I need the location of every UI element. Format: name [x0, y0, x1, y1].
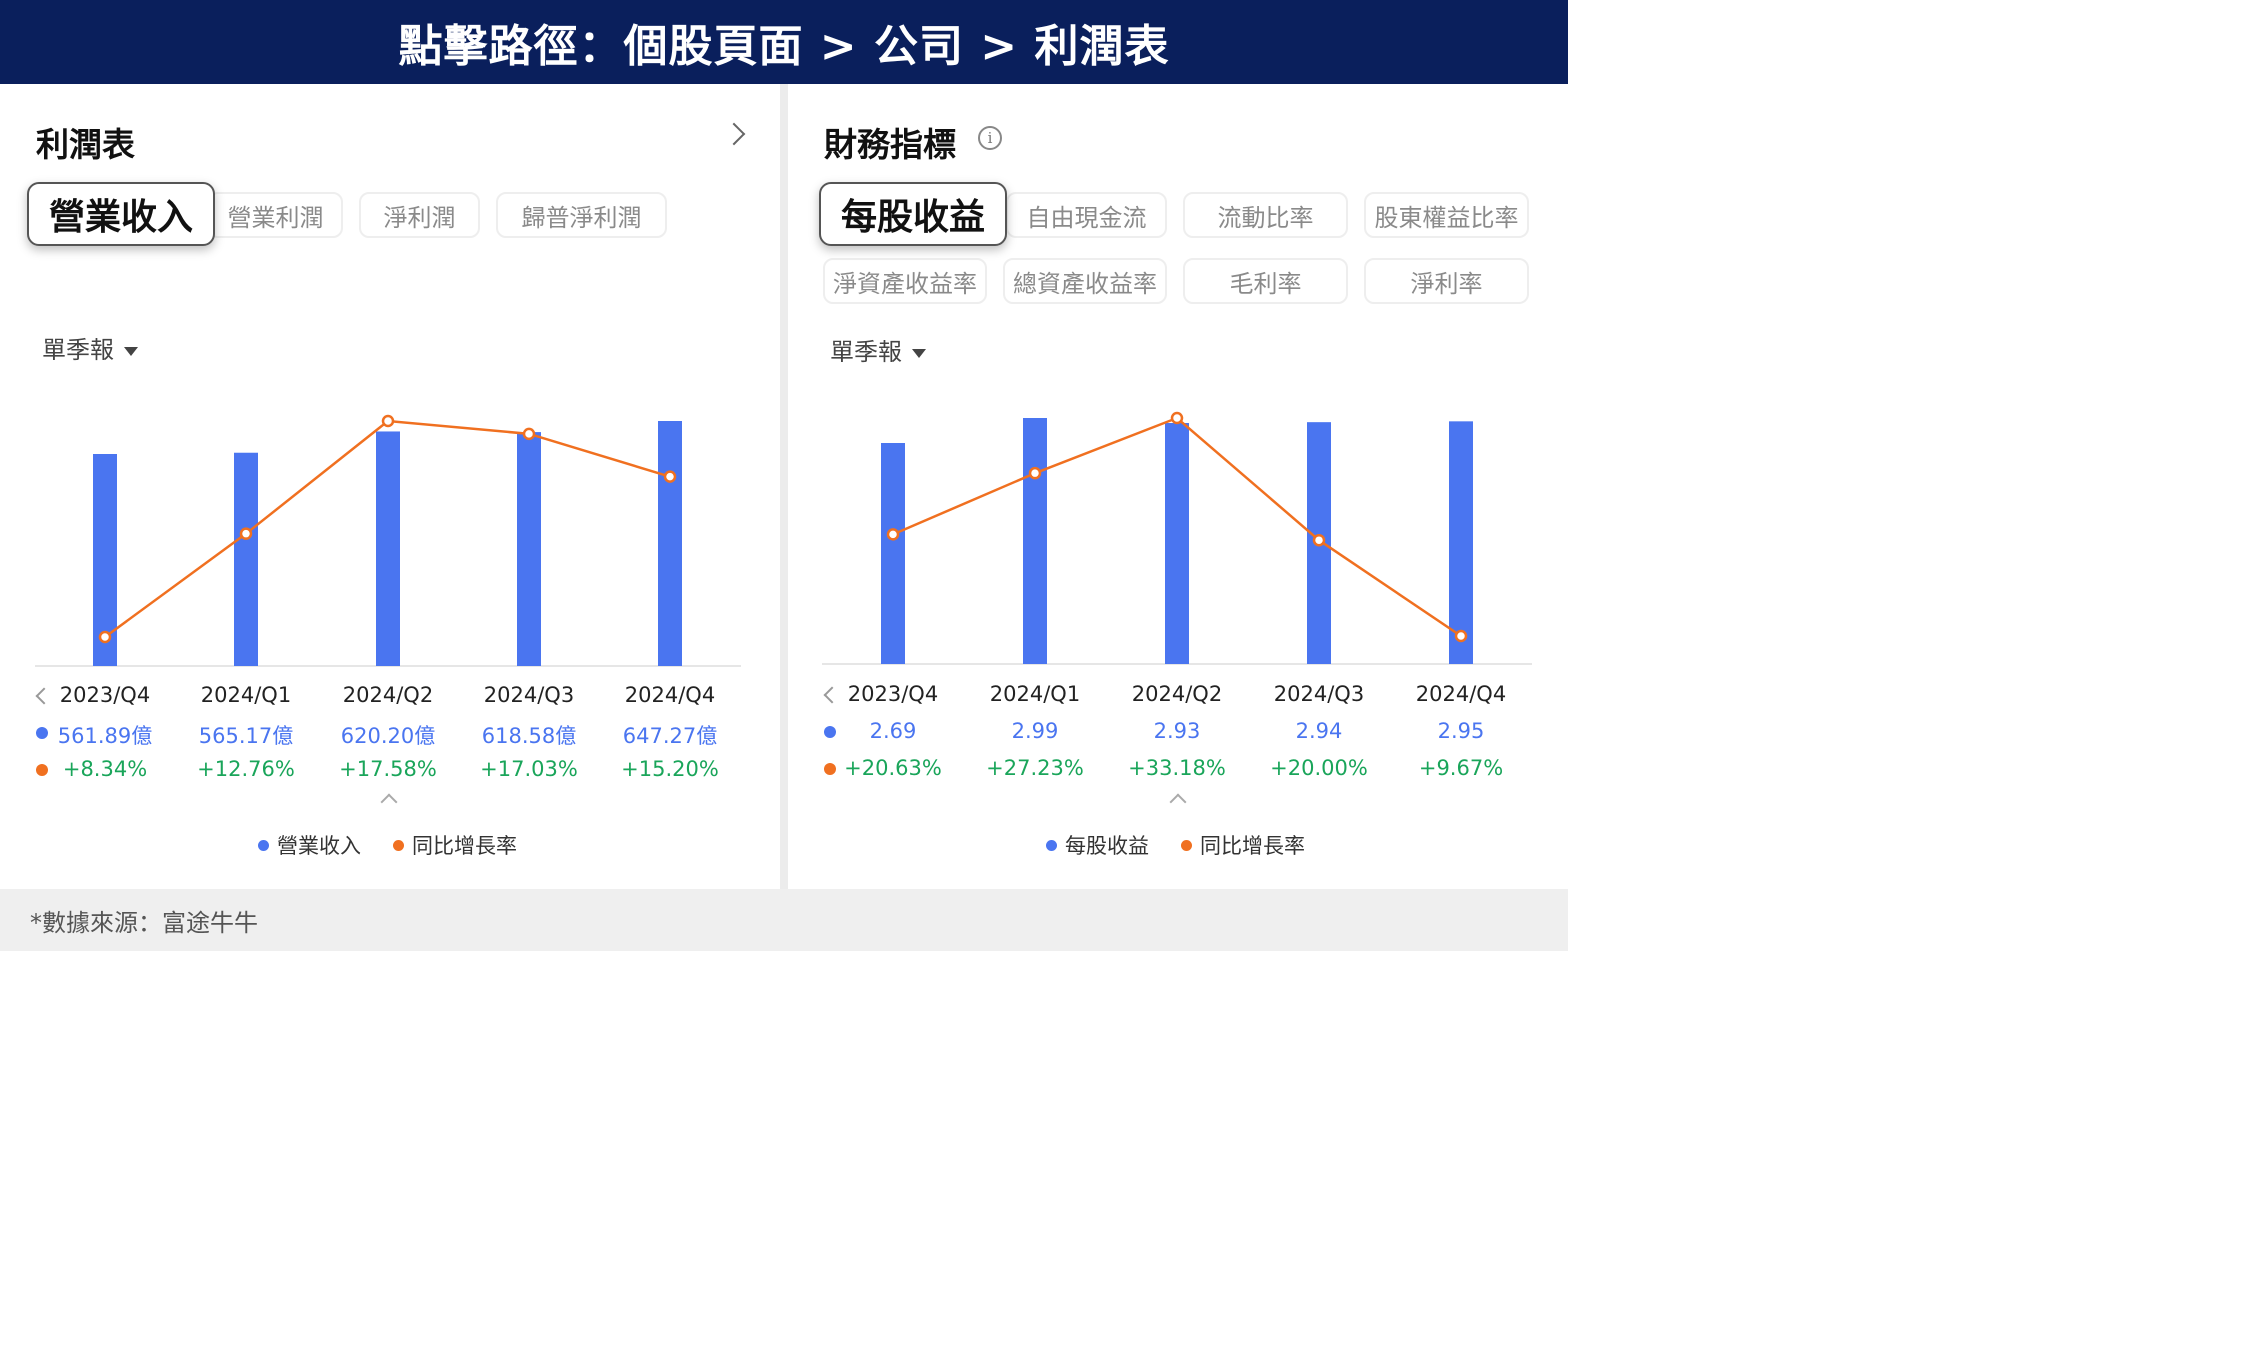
category-label: 2024/Q2 — [1131, 682, 1223, 706]
bar-value-label: 618.58億 — [481, 724, 577, 748]
yoy-value-label: +12.76% — [197, 757, 295, 781]
bar-value-label: 2.69 — [869, 719, 917, 743]
yoy-value-label: +17.03% — [480, 757, 578, 781]
financial-indicators-panel: 財務指標 i 每股收益 自由現金流 流動比率 股東權益比率 淨資產收益率 總資產… — [788, 84, 1568, 889]
bar-value-label: 620.20億 — [340, 724, 436, 748]
line-series-dot — [824, 763, 836, 775]
bar-value-label: 2.99 — [1011, 719, 1059, 743]
line-point-2023/Q4[interactable] — [98, 630, 112, 644]
line-point-2024/Q1[interactable] — [239, 527, 253, 540]
tab-revenue[interactable]: 營業收入 — [27, 182, 215, 246]
tab-net-margin[interactable]: 淨利率 — [1364, 258, 1529, 304]
tab-roa[interactable]: 總資產收益率 — [1003, 258, 1167, 304]
panel-title: 利潤表 — [36, 125, 135, 164]
chart-legend: 每股收益 同比增長率 — [1046, 830, 1337, 860]
period-label: 單季報 — [830, 338, 902, 366]
line-point-2024/Q4[interactable] — [663, 470, 677, 483]
tab-free-cash-flow[interactable]: 自由現金流 — [1006, 192, 1167, 238]
tab-roe[interactable]: 淨資產收益率 — [823, 258, 987, 304]
line-point-2024/Q4[interactable] — [1454, 629, 1468, 643]
category-label: 2023/Q4 — [59, 683, 151, 707]
tab-current-ratio[interactable]: 流動比率 — [1183, 192, 1348, 238]
yoy-value-label: +27.23% — [986, 756, 1084, 780]
line-point-2024/Q3[interactable] — [1312, 533, 1326, 547]
bar-2024/Q1[interactable] — [1023, 418, 1047, 664]
period-selector[interactable]: 單季報 — [42, 330, 138, 365]
line-point-2023/Q4[interactable] — [886, 528, 900, 541]
category-label: 2023/Q4 — [847, 682, 939, 706]
yoy-value-label: +20.63% — [844, 756, 942, 780]
footer: *數據來源：富途牛牛 — [0, 889, 1568, 951]
bar-value-label: 2.95 — [1437, 719, 1485, 743]
bar-value-label: 647.27億 — [622, 724, 718, 748]
bar-2024/Q2[interactable] — [1165, 423, 1189, 664]
legend-bar-dot — [258, 839, 269, 851]
yoy-value-label: +17.58% — [339, 757, 437, 781]
yoy-value-label: +15.20% — [621, 757, 719, 781]
yoy-value-label: +33.18% — [1128, 756, 1226, 780]
category-label: 2024/Q3 — [1273, 682, 1365, 706]
caret-down-icon — [124, 346, 138, 356]
eps-chart — [822, 411, 1532, 665]
tab-operating-profit[interactable]: 營業利潤 — [208, 192, 343, 238]
panel-divider — [780, 84, 788, 889]
data-source: *數據來源：富途牛牛 — [30, 909, 258, 937]
tab-gross-margin[interactable]: 毛利率 — [1183, 258, 1348, 304]
yoy-value-label: +8.34% — [62, 757, 148, 781]
tab-equity-ratio[interactable]: 股東權益比率 — [1364, 192, 1529, 238]
bar-2023/Q4[interactable] — [881, 443, 905, 664]
info-icon[interactable]: i — [978, 126, 1002, 150]
bar-2024/Q1[interactable] — [234, 452, 258, 666]
chart-legend: 營業收入 同比增長率 — [258, 830, 549, 860]
bar-series-dot — [824, 726, 836, 738]
line-point-2024/Q1[interactable] — [1028, 466, 1042, 480]
bar-2024/Q2[interactable] — [376, 431, 400, 666]
caret-down-icon — [912, 348, 926, 358]
bar-value-label: 561.89億 — [57, 724, 153, 748]
legend-line-dot — [393, 839, 404, 851]
category-label: 2024/Q4 — [1415, 682, 1507, 706]
category-label: 2024/Q1 — [989, 682, 1081, 706]
bar-2024/Q3[interactable] — [517, 432, 541, 666]
tab-net-profit-attributable[interactable]: 歸普淨利潤 — [496, 192, 667, 238]
legend-item: 營業收入 — [277, 834, 361, 858]
line-point-2024/Q2[interactable] — [381, 414, 395, 428]
line-point-2024/Q2[interactable] — [1170, 411, 1184, 425]
bar-value-label: 565.17億 — [198, 724, 294, 748]
legend-item: 每股收益 — [1065, 834, 1149, 858]
legend-item: 同比增長率 — [412, 834, 517, 858]
tab-net-profit[interactable]: 淨利潤 — [359, 192, 480, 238]
category-label: 2024/Q2 — [342, 683, 434, 707]
legend-bar-dot — [1046, 839, 1057, 851]
income-statement-panel: 利潤表 營業收入 營業利潤 淨利潤 歸普淨利潤 單季報 2023/Q4 561.8… — [0, 84, 780, 889]
panel-title: 財務指標 — [824, 125, 956, 164]
category-label: 2024/Q1 — [200, 683, 292, 707]
line-series-dot — [36, 764, 48, 776]
yoy-value-label: +20.00% — [1270, 756, 1368, 780]
bar-value-label: 2.94 — [1295, 719, 1343, 743]
category-label: 2024/Q3 — [483, 683, 575, 707]
legend-item: 同比增長率 — [1200, 834, 1305, 858]
tab-eps[interactable]: 每股收益 — [819, 182, 1007, 246]
period-selector[interactable]: 單季報 — [830, 332, 926, 367]
bar-2024/Q4[interactable] — [1449, 421, 1473, 664]
legend-line-dot — [1181, 839, 1192, 851]
bar-2024/Q4[interactable] — [658, 421, 682, 666]
category-label: 2024/Q4 — [624, 683, 716, 707]
banner-title: 點擊路徑：個股頁面 > 公司 > 利潤表 — [0, 0, 1568, 84]
bar-value-label: 2.93 — [1153, 719, 1201, 743]
bar-series-dot — [36, 727, 48, 739]
line-point-2024/Q3[interactable] — [522, 427, 536, 441]
yoy-value-label: +9.67% — [1418, 756, 1504, 780]
period-label: 單季報 — [42, 336, 114, 364]
revenue-chart — [35, 414, 741, 667]
